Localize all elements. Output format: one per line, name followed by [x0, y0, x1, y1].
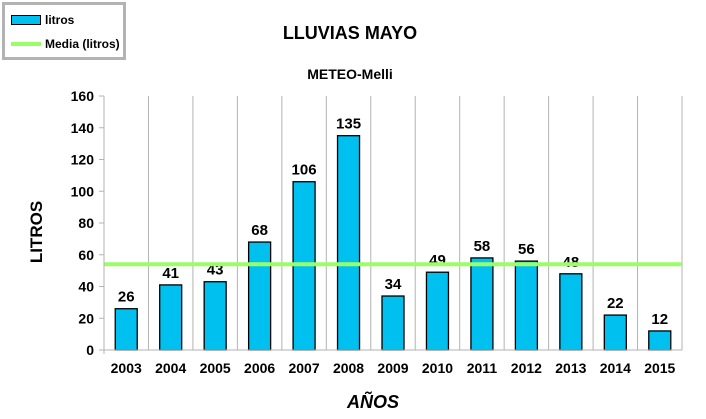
- legend: litros Media (litros): [2, 2, 126, 60]
- legend-label-bars: litros: [45, 13, 75, 27]
- data-label: 135: [336, 116, 361, 133]
- x-tick-label: 2010: [422, 360, 453, 376]
- x-tick-label: 2015: [644, 360, 675, 376]
- y-tick-label: 140: [71, 120, 95, 136]
- bar: [648, 330, 672, 351]
- x-tick-label: 2003: [111, 360, 142, 376]
- y-tick-label: 120: [71, 152, 95, 168]
- bar: [203, 281, 227, 351]
- bar: [514, 260, 539, 351]
- data-label: 12: [651, 311, 668, 328]
- chart-subtitle: METEO-Melli: [307, 66, 393, 82]
- legend-bar-swatch: [11, 15, 41, 25]
- x-tick-label: 2004: [155, 360, 186, 376]
- legend-item-mean: Media (litros): [11, 37, 120, 51]
- bars-group: 2641436810613534495856482212: [114, 116, 672, 351]
- x-tick-label: 2011: [467, 360, 498, 376]
- legend-label-mean: Media (litros): [45, 37, 120, 51]
- data-label: 26: [118, 289, 135, 306]
- x-axis-label: AÑOS: [346, 391, 399, 412]
- data-label: 41: [162, 265, 179, 282]
- chart-title: LLUVIAS MAYO: [283, 23, 417, 43]
- x-tick-label: 2012: [511, 360, 542, 376]
- bar: [559, 273, 583, 351]
- y-tick-label: 100: [71, 183, 95, 199]
- x-tick-label: 2008: [333, 360, 364, 376]
- y-tick-label: 0: [86, 342, 94, 358]
- data-label: 56: [518, 241, 535, 258]
- y-tick-label: 160: [71, 88, 95, 104]
- bar: [247, 241, 272, 351]
- x-tick-label: 2007: [288, 360, 319, 376]
- bar: [336, 135, 361, 351]
- data-label: 106: [292, 162, 317, 179]
- bar: [381, 295, 405, 351]
- data-label: 68: [251, 222, 268, 239]
- x-tick-label: 2005: [200, 360, 231, 376]
- bar: [159, 284, 183, 351]
- legend-line-swatch: [11, 42, 41, 46]
- legend-item-bars: litros: [11, 13, 74, 27]
- data-label: 49: [429, 252, 446, 269]
- x-tick-label: 2014: [600, 360, 631, 376]
- data-label: 34: [385, 276, 402, 293]
- data-label: 22: [607, 295, 624, 312]
- y-tick-label: 40: [78, 279, 94, 295]
- y-tick-label: 80: [78, 215, 94, 231]
- y-tick-label: 60: [78, 247, 94, 263]
- bar: [603, 314, 627, 351]
- y-tick-label: 20: [78, 310, 94, 326]
- y-axis-label: LITROS: [27, 201, 46, 263]
- data-label: 58: [474, 238, 491, 255]
- x-tick-label: 2013: [555, 360, 586, 376]
- x-tick-label: 2006: [244, 360, 275, 376]
- axes-group: 0 20 40 60 80 100 120 140 160 2003 2004 2005 2006 200…: [71, 88, 682, 376]
- bar: [425, 271, 450, 351]
- grid-lines: [103, 96, 683, 350]
- bar: [470, 257, 494, 351]
- bar: [114, 308, 138, 351]
- x-tick-label: 2009: [377, 360, 408, 376]
